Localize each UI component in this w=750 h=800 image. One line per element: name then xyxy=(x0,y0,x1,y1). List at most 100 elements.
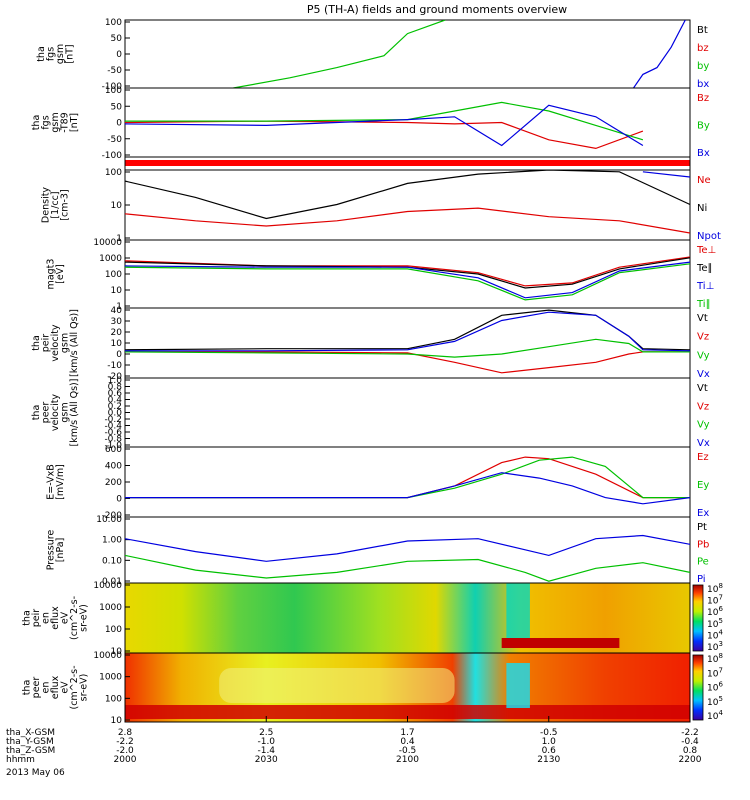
legend-entry: By xyxy=(697,121,710,132)
ytick-label: 100 xyxy=(105,86,122,96)
series-line-density xyxy=(642,171,690,194)
ytick-label: 1.0 xyxy=(108,376,123,386)
series-line-efield xyxy=(125,456,690,499)
series-line-fgs xyxy=(633,20,686,88)
panel-ylabel: [nT] xyxy=(64,44,75,63)
panel-ylabel: eV xyxy=(60,611,71,624)
xaxis-value: 2100 xyxy=(396,755,419,765)
panel-ylabel: [cm-3] xyxy=(60,189,71,220)
legend-entry: Vt xyxy=(697,383,708,394)
panel-ylabel: tha xyxy=(31,335,42,351)
legend-entry: Bx xyxy=(697,148,710,159)
ytick-label: 50 xyxy=(111,102,123,112)
xaxis-value: 0.4 xyxy=(400,737,415,747)
xaxis-value: 0.6 xyxy=(542,746,557,756)
xaxis-value: -2.2 xyxy=(116,737,134,747)
panel-peer-spec xyxy=(124,652,691,723)
ytick-label: 0 xyxy=(116,50,122,60)
ytick-label: 10 xyxy=(111,647,123,657)
xaxis-value: -1.0 xyxy=(257,737,275,747)
ytick-label: 0.8 xyxy=(108,383,123,393)
panel-ylabel: (cm^2-s- xyxy=(69,666,80,710)
ytick-label: 400 xyxy=(105,462,122,472)
series-line-temp xyxy=(125,256,690,287)
colorbar-strip xyxy=(692,584,704,652)
series-line-fgs xyxy=(233,20,446,88)
panel-ylabel: [mV/m] xyxy=(55,464,66,500)
colorbar-tick: 104 xyxy=(707,628,723,641)
ytick-label: -10 xyxy=(107,361,122,371)
series-line-temp xyxy=(125,263,690,301)
xaxis-row-label: hhmm xyxy=(6,755,35,765)
ion-low-energy-band xyxy=(501,638,620,648)
xaxis-value: -0.4 xyxy=(681,737,699,747)
panel-ylabel: fgs xyxy=(41,115,52,129)
panel-ylabel: velocity xyxy=(50,394,61,432)
series-line-fgs-t89 xyxy=(125,104,644,147)
ytick-label: 100 xyxy=(105,625,122,635)
ytick-label: 1000 xyxy=(99,254,122,264)
ytick-label: -0.4 xyxy=(104,422,122,432)
colorbar-tick: 103 xyxy=(707,640,723,653)
legend-entry: Ez xyxy=(697,452,709,463)
ytick-label: 1000 xyxy=(99,603,122,613)
colorbar-tick: 107 xyxy=(707,594,723,607)
legend-entry: Te∥ xyxy=(696,263,713,274)
panel-ylabel: peer xyxy=(41,402,52,424)
series-line-density xyxy=(125,170,690,220)
colorbar xyxy=(692,654,704,721)
series-line-peir-vel xyxy=(125,311,690,352)
panel-mode-bar xyxy=(124,156,691,171)
legend-entry: Vy xyxy=(697,350,710,361)
ytick-label: 600 xyxy=(105,445,122,455)
panel-peer-vel xyxy=(124,377,691,448)
xaxis-value: 2130 xyxy=(537,755,560,765)
colorbar-tick: 104 xyxy=(707,709,723,722)
panel-ylabel: tha xyxy=(22,610,33,626)
ytick-label: 0.10 xyxy=(102,556,122,566)
panel-ylabel: eflux xyxy=(50,675,61,699)
ytick-label: 50 xyxy=(111,34,123,44)
panel-ylabel: tha xyxy=(22,680,33,696)
xaxis-value: 2.8 xyxy=(118,728,133,738)
xaxis-row-label: tha_Z-GSM xyxy=(6,746,55,756)
panel-ylabel: en xyxy=(41,682,52,694)
panel-ylabel: [nPa] xyxy=(55,538,66,563)
legend-entry: bz xyxy=(697,43,709,54)
xaxis-value: 1.7 xyxy=(400,728,414,738)
xaxis-value: 2.5 xyxy=(259,728,273,738)
panel-ylabel: peer xyxy=(31,677,42,699)
ytick-label: 30 xyxy=(111,317,123,327)
panel-pressure xyxy=(124,516,691,584)
ytick-label: 0 xyxy=(116,495,122,505)
series-line-pressure xyxy=(125,534,690,562)
panel-frame xyxy=(124,377,691,448)
ytick-label: 100 xyxy=(105,168,122,178)
panel-frame xyxy=(124,19,691,89)
legend-entry: Bz xyxy=(697,93,709,104)
legend-entry: Ti⊥ xyxy=(696,281,714,292)
ytick-label: 0.0 xyxy=(108,409,123,419)
panel-ylabel: -T89 xyxy=(60,112,71,132)
series-line-efield xyxy=(125,472,690,505)
panel-ylabel: gsm xyxy=(60,402,71,422)
ytick-label: 10 xyxy=(111,339,123,349)
panel-ylabel: sr-eV) xyxy=(79,674,90,702)
figure-title: P5 (TH-A) fields and ground moments over… xyxy=(307,3,567,16)
ytick-label: 100 xyxy=(105,18,122,28)
series-line-fgs-t89 xyxy=(125,101,644,141)
xaxis-value: 0.8 xyxy=(683,746,698,756)
legend-entry: by xyxy=(697,61,709,72)
ytick-label: -50 xyxy=(107,135,122,145)
ytick-label: -0.6 xyxy=(104,428,122,438)
colorbar-tick: 107 xyxy=(707,666,723,679)
ytick-label: 0.6 xyxy=(108,389,123,399)
ytick-label: 0.01 xyxy=(102,577,122,587)
colorbar-tick: 106 xyxy=(707,605,723,618)
ion-cusp-feature xyxy=(506,583,530,638)
legend-entry: Ey xyxy=(697,480,709,491)
ytick-label: 100 xyxy=(105,694,122,704)
colorbar xyxy=(692,584,704,652)
panel-ylabel: gsm xyxy=(50,112,61,132)
